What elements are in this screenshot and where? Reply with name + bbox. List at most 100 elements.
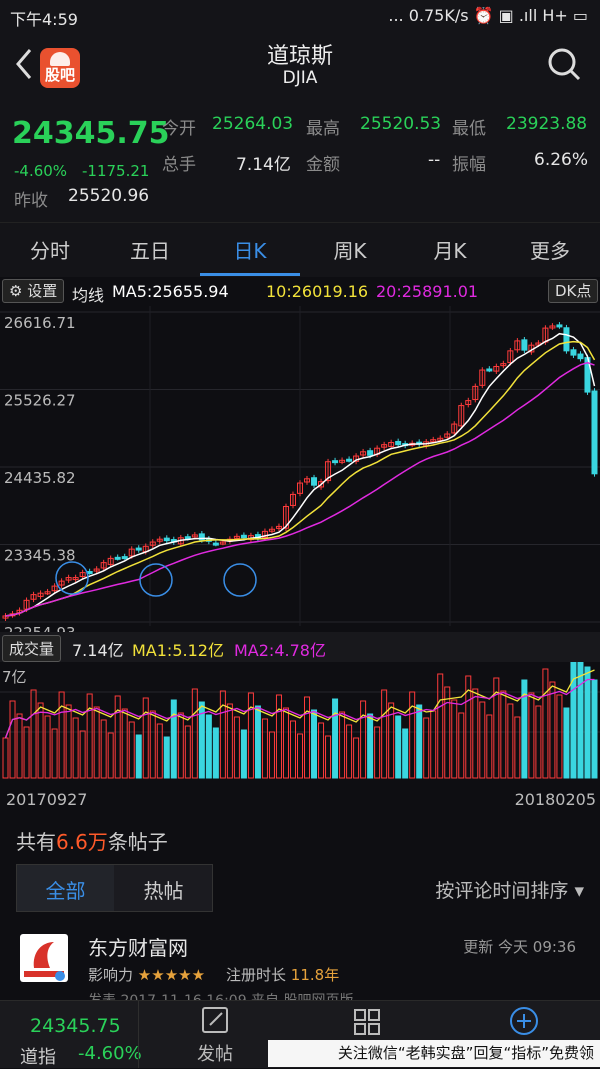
tab-monthly-k[interactable]: 月K — [433, 239, 467, 263]
tab-intraday[interactable]: 分时 — [30, 239, 70, 263]
volume-bar — [275, 694, 282, 779]
volume-bar — [339, 711, 346, 779]
volume-value: 7.14亿 — [236, 155, 291, 175]
candle — [114, 556, 121, 560]
search-icon[interactable] — [546, 46, 582, 82]
change-percent: -4.60% — [14, 162, 68, 180]
tab-five-day[interactable]: 五日 — [130, 239, 170, 263]
candle — [44, 591, 51, 595]
add-watchlist-icon[interactable] — [508, 1005, 540, 1037]
candle — [30, 594, 37, 600]
volume-bar — [591, 679, 598, 779]
guba-app-icon[interactable]: 股吧 — [40, 48, 80, 88]
low-value: 23923.88 — [506, 114, 588, 134]
candle — [332, 460, 339, 464]
tab-weekly-k[interactable]: 周K — [333, 239, 367, 263]
y-tick-label: 22254.93 — [4, 624, 76, 632]
amount-label: 金额 — [306, 155, 340, 175]
candle — [100, 562, 107, 569]
volume-bar — [332, 698, 339, 779]
candle — [591, 390, 598, 475]
candle — [268, 528, 275, 532]
candle — [219, 541, 226, 545]
ma-label: 均线 — [72, 286, 105, 305]
page-title: 道琼斯 — [266, 44, 333, 69]
volume-bar — [416, 704, 423, 779]
tab-more[interactable]: 更多 — [530, 239, 570, 263]
candle — [296, 482, 304, 494]
candle — [121, 556, 128, 560]
candle — [556, 324, 563, 328]
volume-bar — [58, 691, 65, 779]
volume-bar — [212, 727, 219, 779]
volume-bar — [563, 707, 570, 779]
volume-indicator-button[interactable]: 成交量 — [2, 635, 62, 662]
candle — [79, 572, 86, 578]
eastmoney-logo — [20, 934, 68, 982]
candle — [318, 481, 325, 488]
volume-bar — [465, 675, 472, 779]
candle — [339, 459, 346, 463]
sort-by-comment-time[interactable]: 按评论时间排序 ▾ — [435, 880, 584, 902]
segment-all[interactable]: 全部 — [45, 879, 86, 903]
change-value: -1175.21 — [82, 162, 150, 180]
tab-daily-k[interactable]: 日K — [233, 239, 267, 263]
active-tab-indicator — [200, 273, 300, 276]
volume-bar — [37, 702, 44, 779]
ma10-value: 10:26019.16 — [266, 282, 369, 301]
volume-bar — [353, 737, 360, 779]
volume-bar — [16, 713, 23, 779]
grid-icon[interactable] — [352, 1007, 382, 1037]
volume-bar — [51, 728, 58, 779]
volume-bar — [584, 666, 591, 779]
volume-bar — [72, 717, 79, 779]
volume-bar — [184, 725, 191, 779]
candle — [65, 577, 72, 581]
candle — [458, 405, 465, 427]
volume-bar — [2, 737, 9, 779]
volume-bar — [500, 690, 507, 779]
candle — [395, 440, 402, 446]
candle — [486, 368, 493, 372]
back-arrow-icon[interactable] — [12, 46, 36, 82]
bottom-index-name[interactable]: 道指 — [20, 1047, 56, 1068]
candle — [381, 444, 388, 448]
edit-icon — [202, 1007, 228, 1033]
volume-bar — [430, 710, 437, 779]
volume-bar — [409, 691, 416, 779]
post-card[interactable]: 东方财富网 更新 今天 09:36 影响力 ★★★★★ 注册时长 11.8年 发… — [0, 920, 600, 1009]
post-source[interactable]: 东方财富网 — [88, 936, 188, 960]
volume-bar — [86, 693, 93, 779]
volume-bar — [93, 706, 100, 779]
candle — [346, 458, 353, 462]
status-bar: 下午4:59 ... 0.75K/s ⏰ ▣ .ıll H+ ▭ — [0, 0, 600, 32]
volume-bar — [374, 726, 381, 779]
candle — [472, 385, 479, 401]
volume-bar — [472, 688, 479, 779]
kline-chart[interactable]: ⚙ 设置 均线 MA5:25655.94 10:26019.16 20:2589… — [0, 276, 600, 632]
volume-bar — [325, 735, 332, 779]
volume-bar — [268, 731, 275, 779]
candle — [563, 327, 570, 352]
candle — [289, 493, 296, 506]
post-button[interactable]: 发帖 — [180, 1005, 250, 1066]
segment-hot[interactable]: 热帖 — [143, 879, 184, 903]
dk-points-button[interactable]: DK点 — [548, 279, 599, 303]
candle — [514, 340, 521, 351]
candle — [135, 547, 142, 551]
candle — [212, 542, 219, 546]
dk-marker-icon — [223, 563, 257, 597]
volume-bar — [247, 692, 254, 779]
volume-ma2: MA2:4.78亿 — [234, 641, 326, 660]
segment-active-bg — [17, 865, 114, 911]
volume-axis-top: 7亿 — [2, 668, 27, 686]
y-tick-label: 26616.71 — [4, 314, 76, 332]
settings-button[interactable]: ⚙ 设置 — [2, 279, 65, 303]
volume-bar — [191, 688, 198, 779]
candle — [23, 599, 30, 610]
prev-close-value: 25520.96 — [68, 186, 150, 206]
candle — [311, 477, 318, 486]
volume-bar — [451, 699, 458, 779]
candle — [128, 548, 135, 557]
volume-chart[interactable]: 7亿 — [0, 662, 600, 780]
